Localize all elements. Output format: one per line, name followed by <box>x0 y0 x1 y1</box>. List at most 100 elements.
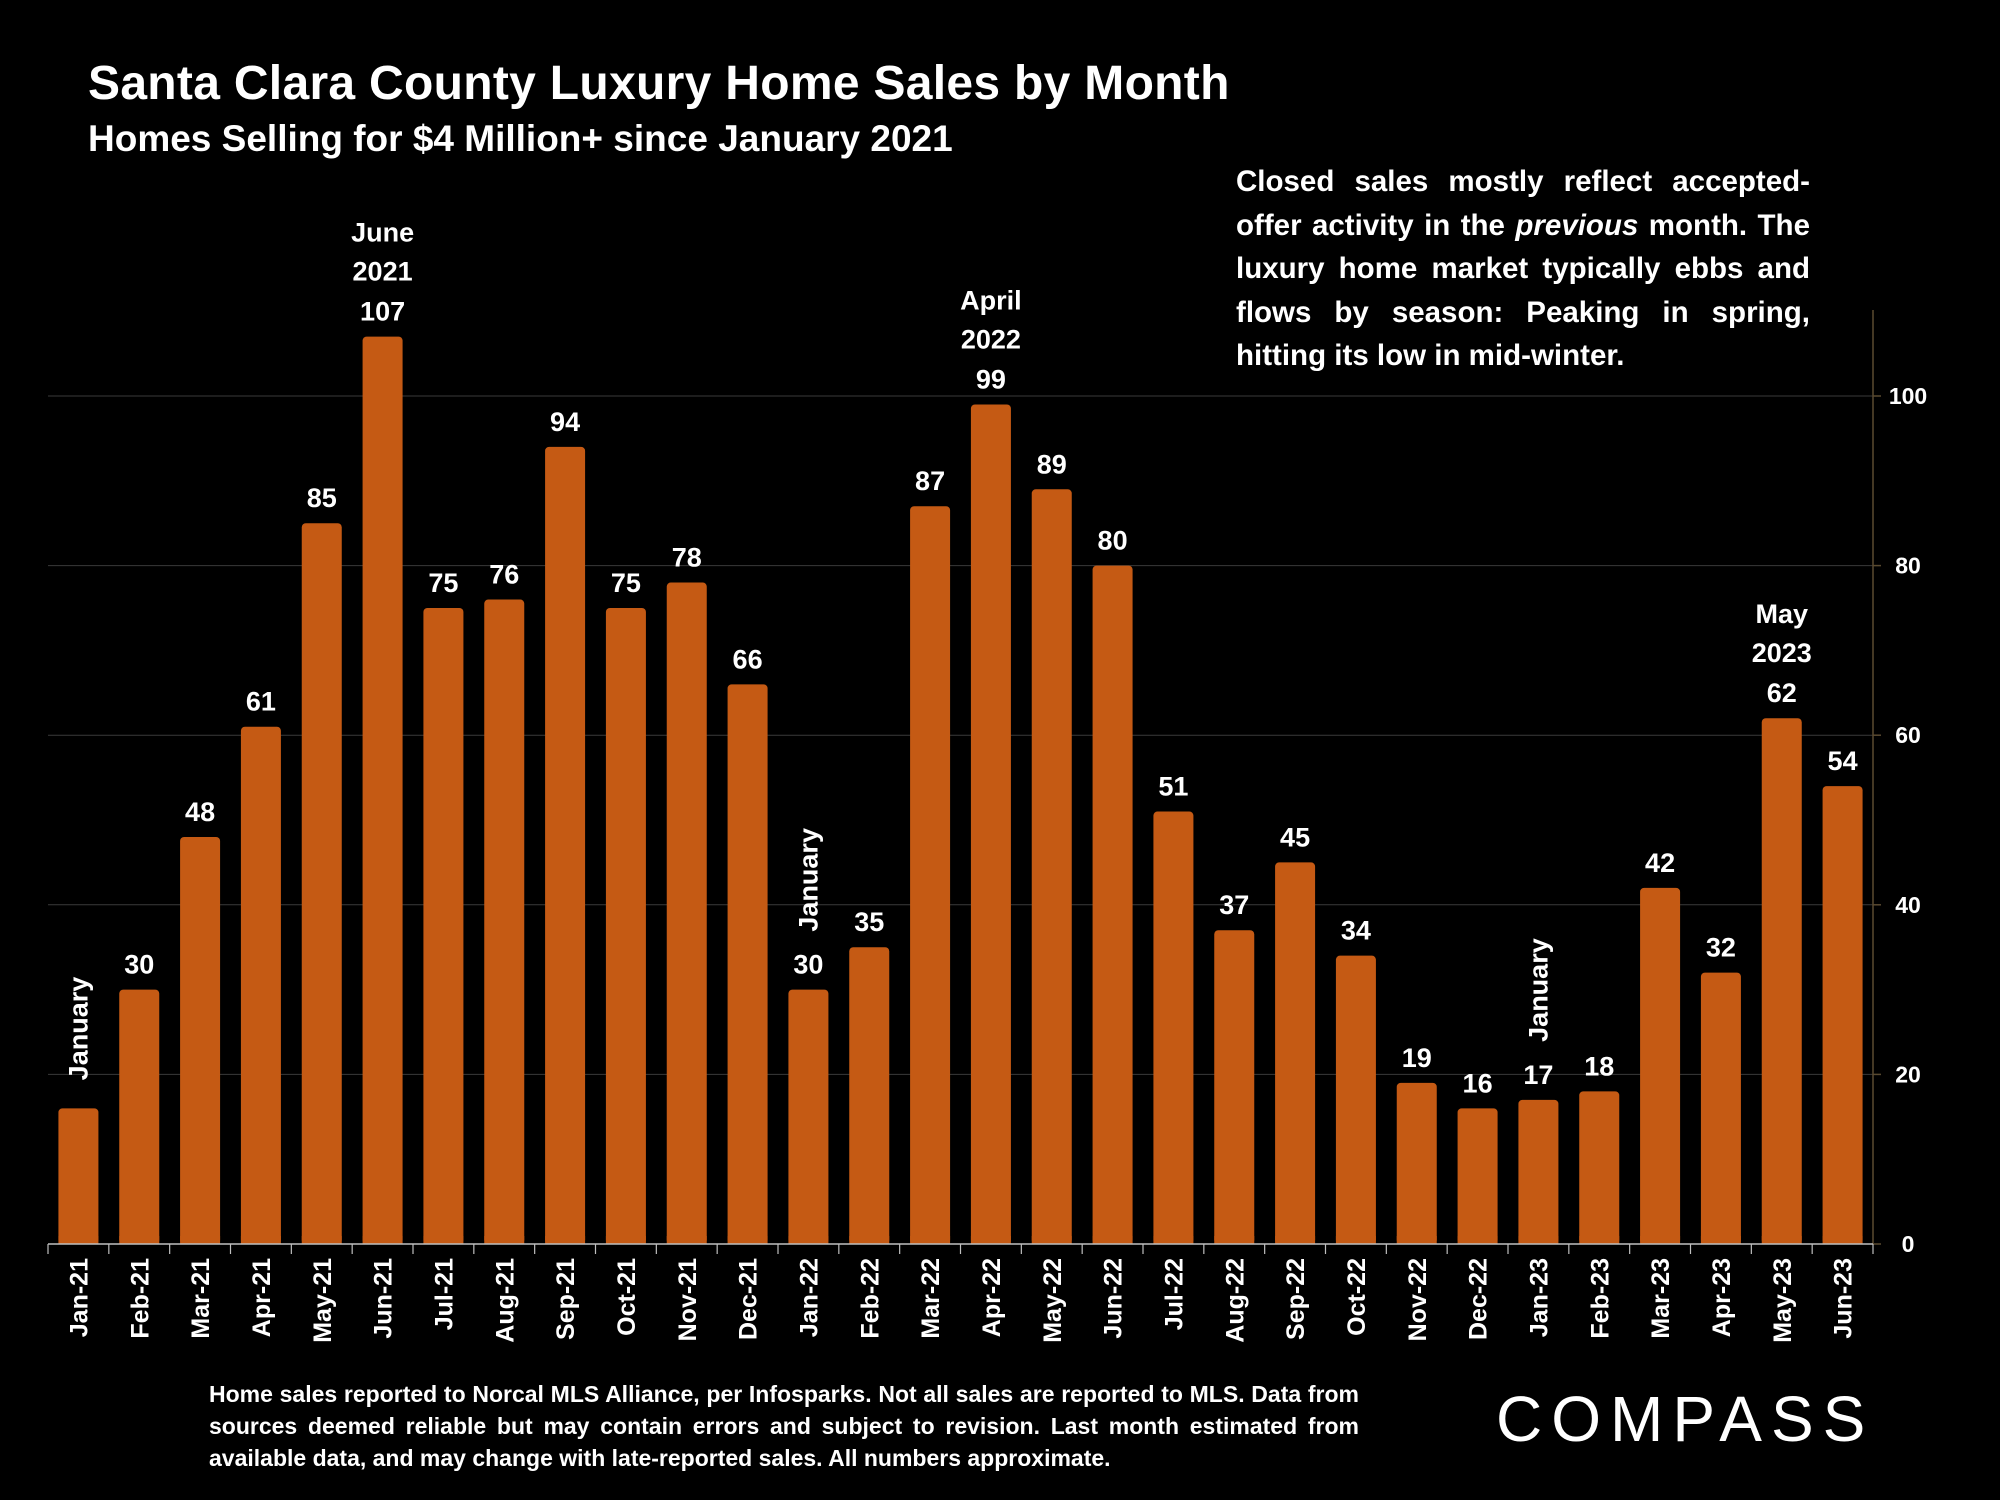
bar-base <box>1700 1236 1741 1244</box>
bar-base <box>1214 1236 1255 1244</box>
x-tick-label: Feb-22 <box>856 1258 884 1339</box>
peak-annotation: 2023 <box>1752 638 1812 668</box>
bar <box>666 582 707 1244</box>
x-tick-label: Feb-21 <box>126 1258 154 1339</box>
data-label: 54 <box>1828 746 1858 776</box>
bar <box>58 1108 99 1244</box>
axes: 0 20 40 60 80 100 Jan-21 Feb-21 Mar-21 Apr-21 May-… <box>47 310 1927 1343</box>
bar <box>910 506 951 1244</box>
y-tick-label: 40 <box>1895 892 1921 918</box>
x-tick-label: Mar-23 <box>1647 1258 1675 1339</box>
data-label: 75 <box>611 568 641 598</box>
month-annotation: January <box>63 977 93 1081</box>
y-tick-label: 80 <box>1895 553 1921 579</box>
data-label: 75 <box>428 568 458 598</box>
bar-base <box>910 1236 951 1244</box>
bar-base <box>362 1236 403 1244</box>
x-tick-label: Jun-21 <box>370 1258 398 1339</box>
bar <box>1761 718 1802 1244</box>
x-tick-label: Nov-22 <box>1404 1258 1432 1341</box>
x-tick-label: Aug-22 <box>1221 1258 1249 1343</box>
bar <box>1640 887 1681 1244</box>
bar-base <box>301 1236 342 1244</box>
data-label: 30 <box>793 950 823 980</box>
bar-base <box>1031 1236 1072 1244</box>
bar-base <box>1275 1236 1316 1244</box>
x-tick-label: Mar-22 <box>917 1258 945 1339</box>
bar-base <box>1396 1236 1437 1244</box>
peak-annotation: June <box>351 218 414 248</box>
bar <box>1518 1099 1559 1244</box>
x-tick-label: Jan-21 <box>65 1258 93 1337</box>
x-tick-label: Jan-22 <box>795 1258 823 1337</box>
bar <box>970 404 1011 1245</box>
note-text-end: month. The luxury home market typically … <box>1236 208 1810 373</box>
bar-base <box>1092 1236 1133 1244</box>
source-footnote: Home sales reported to Norcal MLS Allian… <box>209 1381 1359 1471</box>
x-tick-label: Nov-21 <box>674 1258 702 1341</box>
data-label: 94 <box>550 407 580 437</box>
bar-base <box>484 1236 525 1244</box>
bar-base <box>1335 1236 1376 1244</box>
bar <box>849 947 890 1244</box>
note-text-start: Closed sales mostly reflect accepted-off… <box>1236 165 1810 242</box>
bar-base <box>1640 1236 1681 1244</box>
bar <box>1700 972 1741 1244</box>
note-emphasis: previous <box>1515 208 1639 242</box>
bar <box>605 608 646 1244</box>
data-label: 80 <box>1098 526 1128 556</box>
bar-chart: 30 48 61 85 107 75 76 94 75 78 66 30 35 87 99 89 80 51 37 4… <box>47 218 1927 1343</box>
data-label: 45 <box>1280 822 1310 852</box>
bar-base <box>423 1236 464 1244</box>
bar-base <box>119 1236 160 1244</box>
data-label: 85 <box>307 483 337 513</box>
bar <box>1822 786 1863 1244</box>
bar-base <box>180 1236 221 1244</box>
peak-annotation: April <box>960 285 1022 315</box>
bar <box>727 684 768 1244</box>
bar-base <box>605 1236 646 1244</box>
bar <box>119 989 160 1244</box>
bar <box>1092 565 1133 1244</box>
data-label: 17 <box>1523 1060 1553 1090</box>
data-label: 16 <box>1463 1068 1493 1098</box>
x-tick-label: May-21 <box>309 1258 337 1343</box>
bar-base <box>970 1236 1011 1244</box>
y-tick-label: 60 <box>1895 722 1921 748</box>
bar-base <box>58 1236 99 1244</box>
seasonality-note: Closed sales mostly reflect accepted-off… <box>1236 160 1810 378</box>
x-tick-label: Apr-23 <box>1708 1258 1736 1337</box>
bar <box>423 608 464 1244</box>
bar <box>301 523 342 1244</box>
x-tick-label: May-22 <box>1039 1258 1067 1343</box>
bar <box>1031 489 1072 1244</box>
bar <box>545 446 586 1244</box>
x-tick-label: Sep-22 <box>1282 1258 1310 1340</box>
x-tick-label: Jul-21 <box>430 1258 458 1330</box>
bar <box>1214 930 1255 1244</box>
data-label: 32 <box>1706 933 1736 963</box>
data-label: 66 <box>733 644 763 674</box>
data-label: 48 <box>185 797 215 827</box>
x-tick-label: Feb-23 <box>1586 1258 1614 1339</box>
x-tick-label: Oct-21 <box>613 1258 641 1336</box>
data-labels: 30 48 61 85 107 75 76 94 75 78 66 30 35 87 99 89 80 51 37 4… <box>124 297 1857 1099</box>
data-label: 99 <box>976 364 1006 394</box>
data-label: 42 <box>1645 848 1675 878</box>
data-label: 61 <box>246 687 276 717</box>
bars <box>58 336 1863 1245</box>
y-tick-label: 100 <box>1889 383 1927 409</box>
month-annotation: January <box>793 828 823 932</box>
x-tick-label: Jan-23 <box>1525 1258 1553 1337</box>
data-label: 87 <box>915 466 945 496</box>
bar-base <box>1579 1236 1620 1244</box>
data-label: 76 <box>489 560 519 590</box>
data-label: 35 <box>854 907 884 937</box>
x-tick-label: Sep-21 <box>552 1258 580 1340</box>
month-annotation: January <box>1523 938 1553 1042</box>
bar-base <box>727 1236 768 1244</box>
data-label: 78 <box>672 543 702 573</box>
data-label: 18 <box>1584 1051 1614 1081</box>
x-tick-label: May-23 <box>1769 1258 1797 1343</box>
data-label: 30 <box>124 950 154 980</box>
